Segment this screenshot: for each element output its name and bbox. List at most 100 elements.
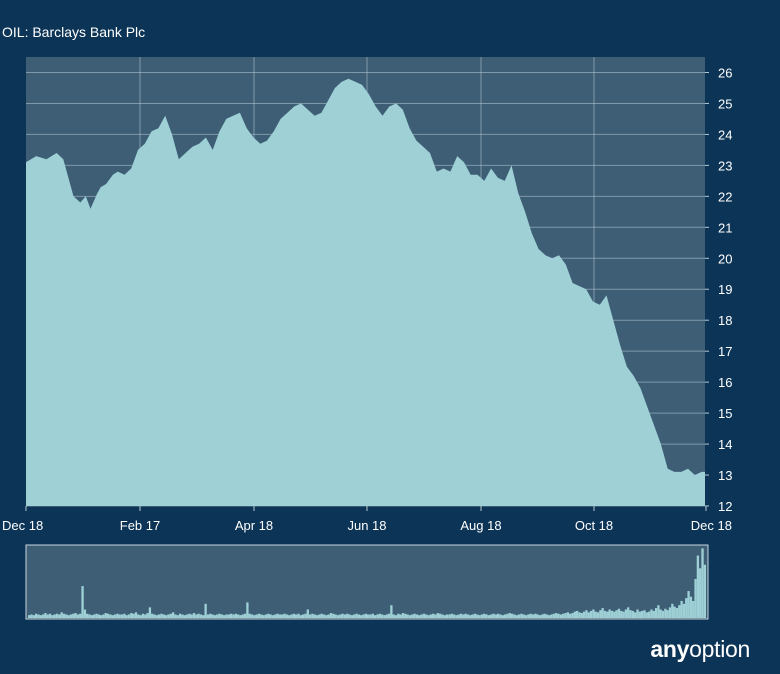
volume-bar: [364, 613, 367, 618]
volume-bar: [443, 615, 446, 618]
volume-bar: [74, 613, 77, 618]
volume-bar: [28, 615, 31, 618]
volume-bar: [188, 613, 191, 618]
volume-bar: [134, 612, 138, 618]
volume-bar: [631, 610, 635, 618]
volume-bar: [603, 610, 607, 618]
volume-bar: [250, 614, 254, 618]
volume-bar: [415, 614, 419, 618]
volume-bar: [610, 610, 614, 618]
volume-bar: [687, 591, 690, 618]
volume-bar: [65, 614, 68, 618]
volume-bar: [566, 612, 569, 618]
y-tick-label: 21: [718, 220, 732, 235]
volume-bar: [336, 615, 340, 618]
volume-bar: [666, 610, 669, 618]
volume-bar: [297, 613, 300, 618]
volume-bar: [34, 613, 38, 618]
volume-bar: [58, 614, 61, 618]
volume-bar: [369, 614, 372, 618]
volume-bar: [696, 555, 700, 618]
volume-bar: [529, 613, 532, 618]
volume-bar: [339, 614, 342, 618]
volume-bar: [562, 613, 565, 618]
volume-bar: [146, 613, 149, 618]
volume-bar: [306, 609, 309, 618]
volume-bar: [158, 614, 161, 618]
volume-bar: [434, 614, 437, 618]
volume-bar: [380, 614, 384, 618]
volume-bar: [383, 615, 386, 618]
volume-bar: [204, 603, 207, 618]
y-tick-label: 22: [718, 189, 732, 204]
volume-bar: [192, 613, 196, 618]
volume-bar: [629, 610, 632, 618]
y-tick-label: 17: [718, 344, 732, 359]
volume-bar: [557, 613, 560, 618]
volume-bar: [620, 610, 623, 618]
volume-bar: [257, 613, 261, 618]
volume-bar: [643, 610, 646, 618]
volume-bar: [39, 615, 42, 618]
volume-bar: [536, 614, 539, 618]
volume-bar: [515, 615, 518, 618]
volume-bar: [441, 614, 444, 618]
x-tick-label: Aug 18: [460, 518, 501, 533]
volume-bar: [90, 615, 94, 618]
volume-bar: [652, 610, 655, 618]
volume-bar: [162, 614, 165, 618]
volume-bar: [311, 613, 314, 618]
volume-bar: [573, 611, 576, 618]
y-tick-label: 14: [718, 437, 732, 452]
volume-bar: [327, 614, 330, 618]
volume-bar: [343, 614, 347, 618]
volume-bar: [578, 612, 581, 618]
volume-bar: [318, 614, 321, 618]
volume-bar: [601, 608, 604, 618]
volume-bar: [350, 615, 354, 618]
volume-bar: [513, 614, 516, 618]
volume-bar: [97, 614, 100, 618]
volume-bar: [501, 615, 504, 618]
volume-bar: [420, 614, 423, 618]
volume-bar: [664, 608, 667, 618]
volume-bar: [457, 614, 460, 618]
volume-bar: [183, 615, 186, 618]
volume-bar: [587, 612, 590, 618]
volume-bar: [517, 614, 521, 618]
x-tick-label: Feb 17: [120, 518, 160, 533]
volume-bar: [510, 613, 514, 618]
volume-bar: [216, 614, 219, 618]
volume-bar: [404, 613, 407, 618]
volume-bar: [497, 613, 500, 618]
volume-bar: [334, 614, 337, 618]
volume-bar: [682, 603, 686, 618]
volume-bar: [106, 613, 110, 618]
volume-bar: [503, 614, 507, 618]
volume-bar: [427, 615, 430, 618]
volume-bar: [703, 564, 706, 618]
volume-bar: [485, 614, 488, 618]
volume-bar: [680, 600, 683, 618]
volume-bar: [41, 614, 45, 618]
x-tick-label: Apr 18: [235, 518, 273, 533]
volume-bar: [292, 613, 296, 618]
volume-bar: [67, 615, 70, 618]
volume-bar: [494, 614, 498, 618]
chart-title: OIL: Barclays Bank Plc: [2, 24, 146, 40]
volume-bar: [288, 615, 291, 618]
x-axis: Dec 18 Feb 17 Apr 18 Jun 18 Aug 18 Oct 18 Dec …: [2, 506, 732, 533]
volume-bar: [527, 614, 530, 618]
volume-bar: [378, 613, 381, 618]
y-tick-label: 18: [718, 313, 732, 328]
y-tick-label: 16: [718, 375, 732, 390]
y-tick-label: 25: [718, 96, 732, 111]
volume-bar: [206, 614, 210, 618]
volume-bar: [167, 614, 170, 618]
y-tick-label: 24: [718, 127, 732, 142]
volume-bar: [538, 615, 542, 618]
volume-bar: [685, 598, 688, 618]
volume-bar: [418, 615, 421, 618]
volume-bar: [181, 614, 184, 618]
